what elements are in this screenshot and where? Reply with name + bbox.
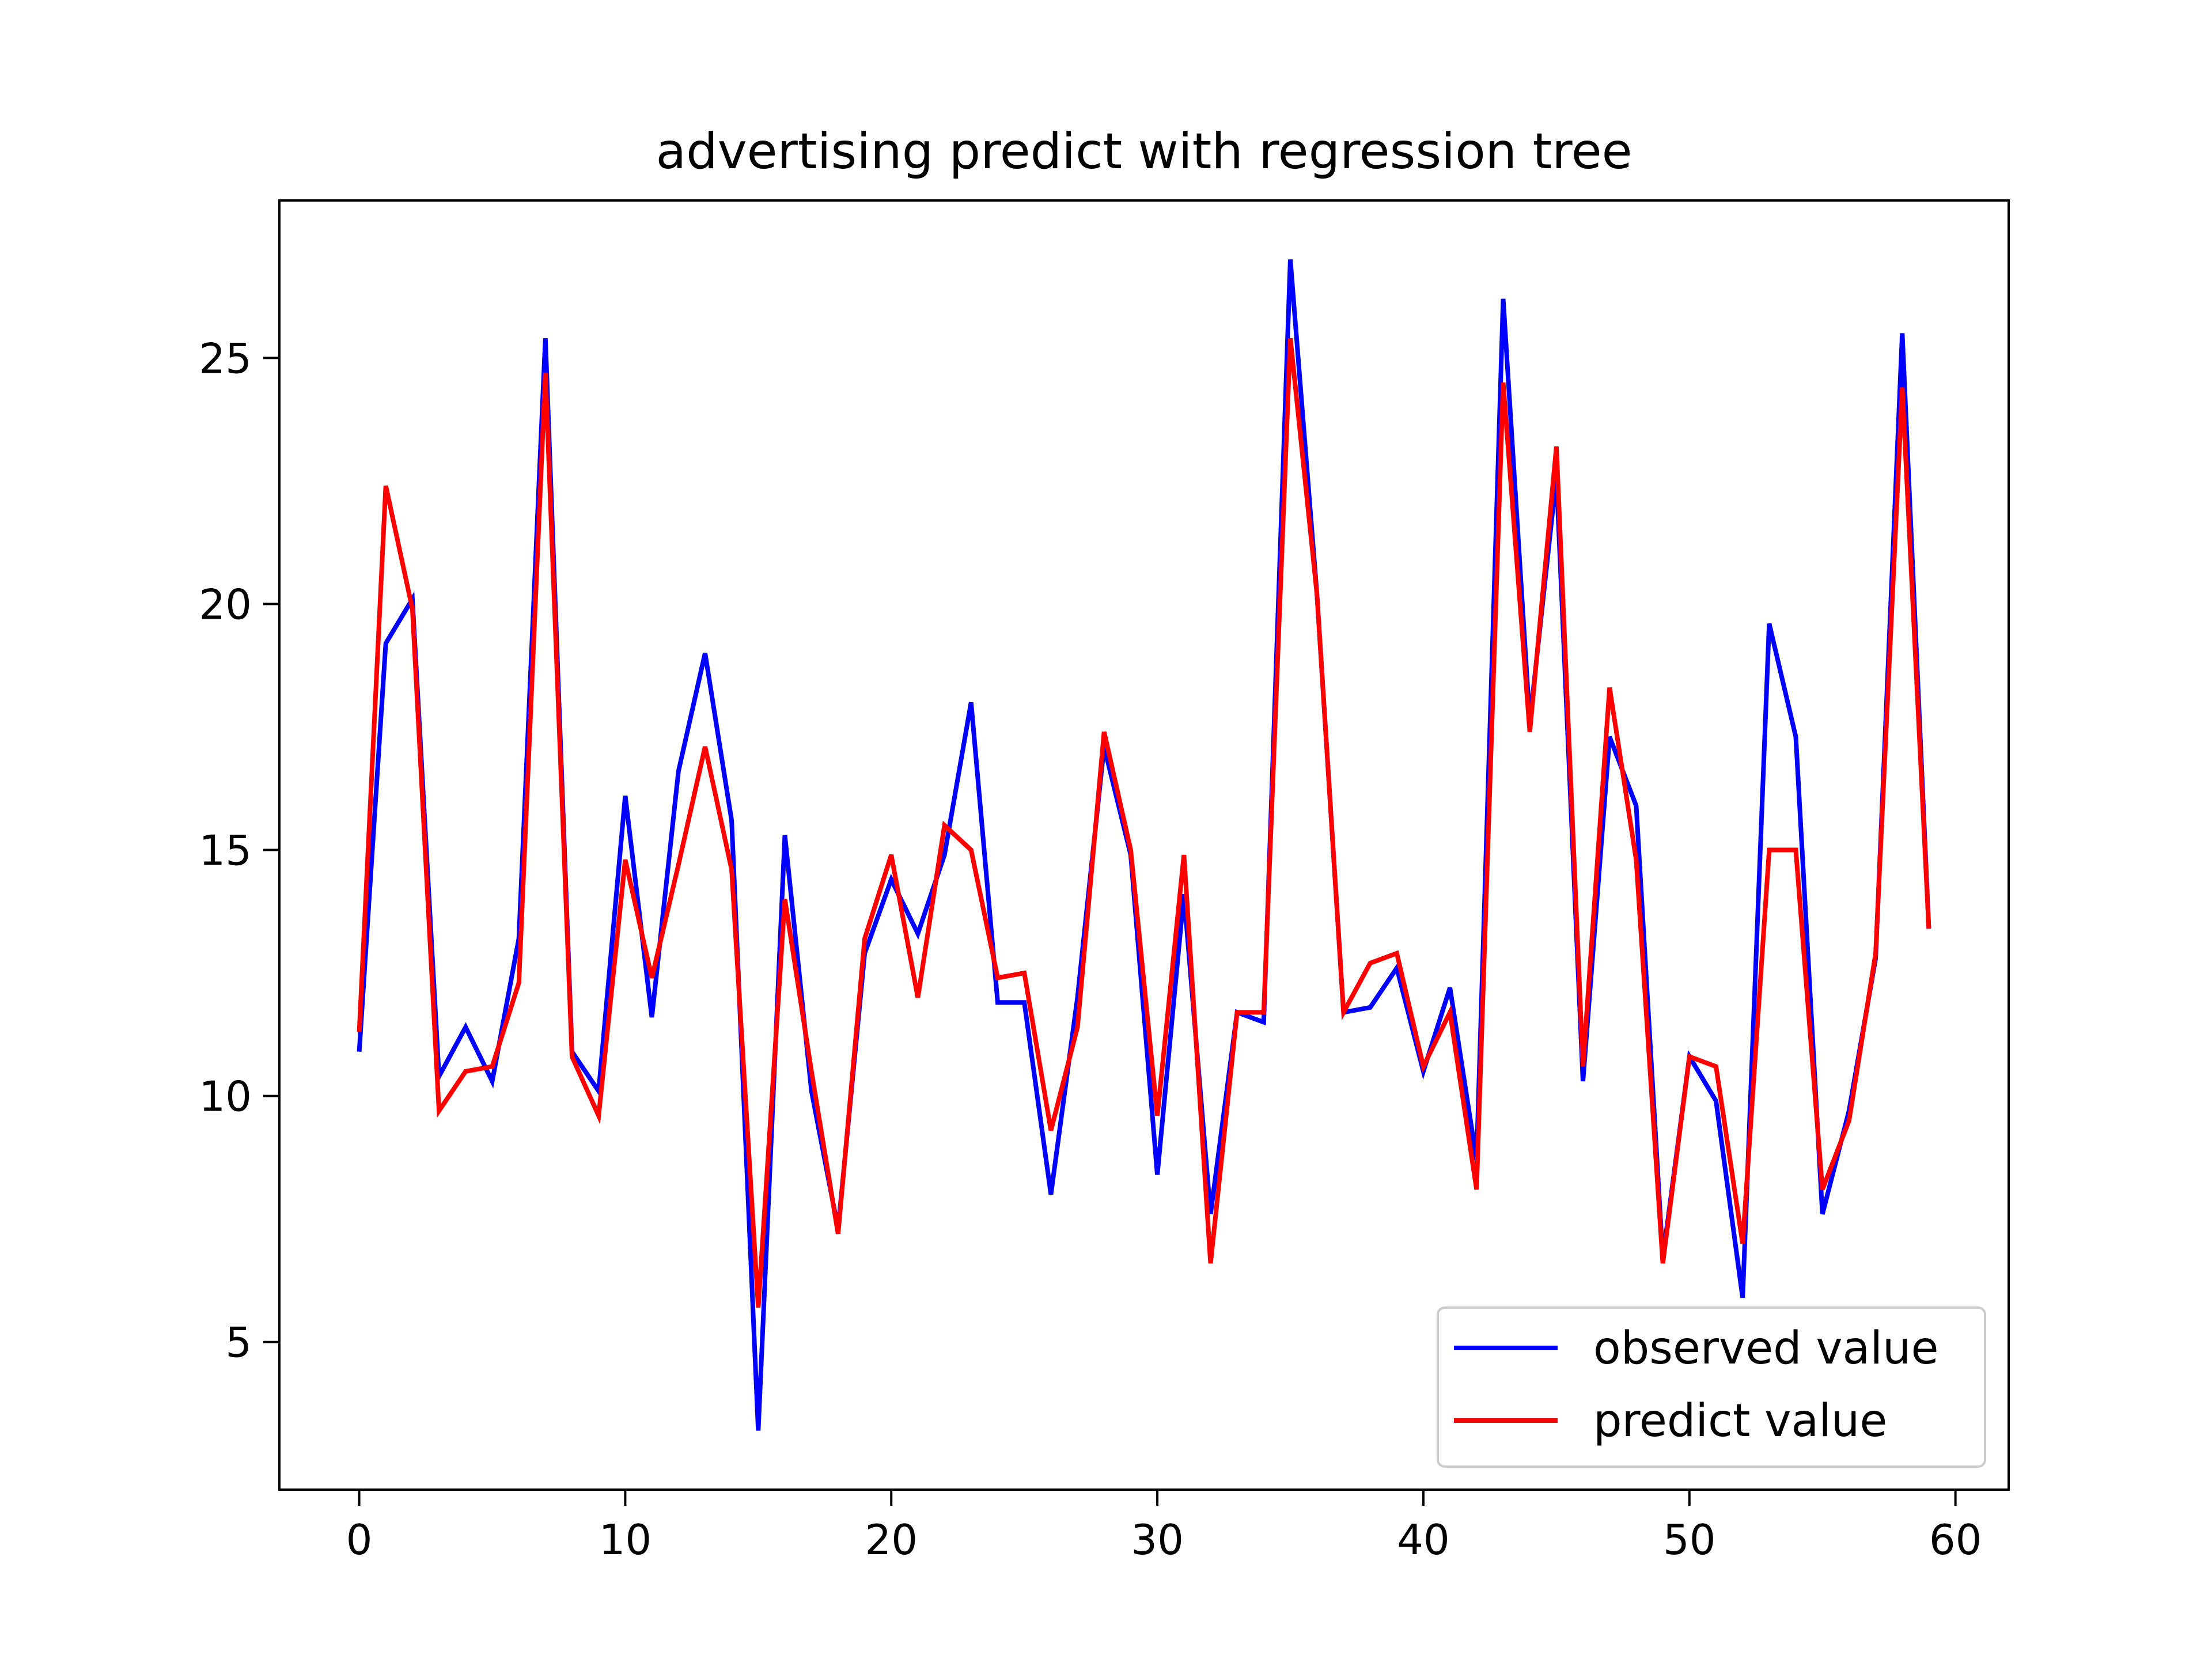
plot-frame [278,199,2010,1491]
x-tick-label: 0 [346,1516,373,1564]
y-tick-label: 25 [199,334,252,382]
plot-lines [357,259,1931,1431]
legend-label-predict: predict value [1593,1395,1887,1447]
series-line-predict [357,338,1931,1308]
chart-title: advertising predict with regression tree [656,123,1632,180]
y-axis: 5 10 15 20 25 [199,334,279,1367]
x-axis: 0 10 20 30 40 50 60 [346,1490,1982,1564]
y-tick-label: 20 [199,580,252,628]
legend-label-observed: observed value [1593,1323,1938,1374]
x-tick-label: 10 [599,1516,652,1564]
x-tick-label: 50 [1663,1516,1716,1564]
y-tick-label: 10 [199,1073,252,1121]
y-tick-label: 15 [199,827,252,875]
x-tick-label: 30 [1131,1516,1184,1564]
x-tick-label: 40 [1397,1516,1450,1564]
legend: observed value predict value [1437,1306,1986,1468]
x-tick-label: 20 [865,1516,918,1564]
y-tick-label: 5 [225,1319,252,1367]
x-tick-label: 60 [1929,1516,1982,1564]
legend-box [1437,1306,1986,1468]
